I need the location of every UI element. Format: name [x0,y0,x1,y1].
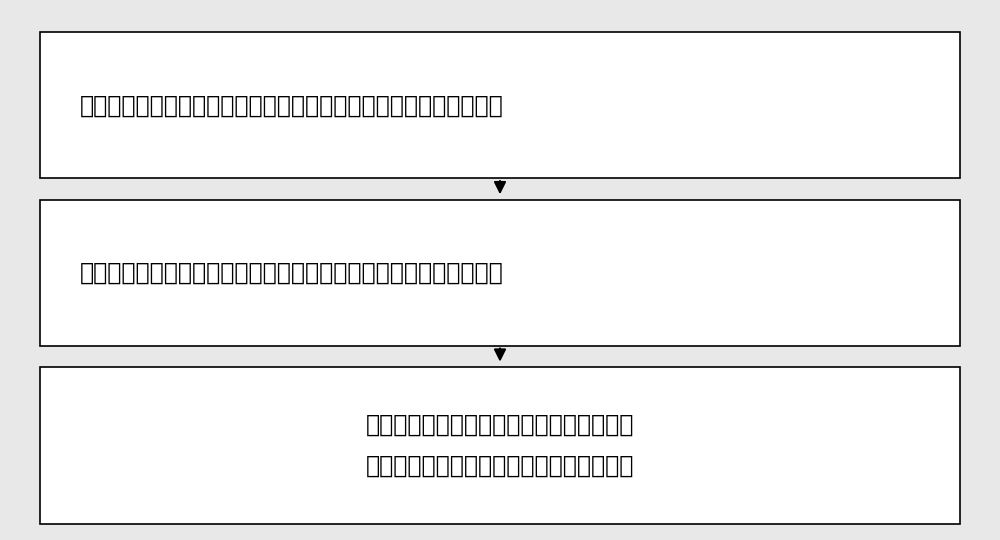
Text: 辨识得出超级电容的电容量和分数阶阶次。: 辨识得出超级电容的电容量和分数阶阶次。 [366,454,634,478]
Text: 步骤二，分析计算含超级电容的串联谐振电路的谐振频率响应数据；: 步骤二，分析计算含超级电容的串联谐振电路的谐振频率响应数据； [80,261,504,285]
FancyBboxPatch shape [40,367,960,524]
FancyBboxPatch shape [40,32,960,178]
FancyBboxPatch shape [40,200,960,346]
Text: 步骤一，实验采集含超级电容的串联谐振电路的谐振频率响应数据；: 步骤一，实验采集含超级电容的串联谐振电路的谐振频率响应数据； [80,93,504,117]
Text: 步骤三，根据分数阶微积分理论推导公式，: 步骤三，根据分数阶微积分理论推导公式， [366,413,634,437]
